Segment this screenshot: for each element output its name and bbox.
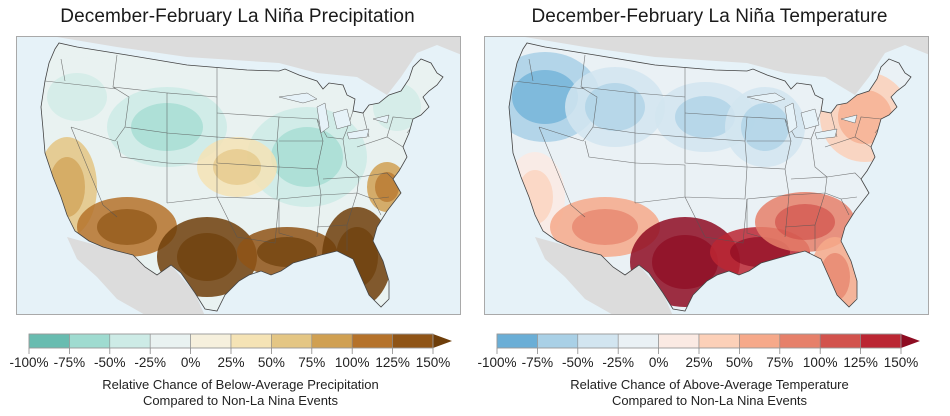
precipitation-region-core <box>257 237 317 267</box>
precipitation-region-core <box>336 227 378 287</box>
temperature-region-core <box>775 204 835 240</box>
temperature-state-borders <box>512 54 686 218</box>
temperature-colorbar-bin <box>860 333 902 349</box>
precipitation-state-borders <box>166 112 280 244</box>
precipitation-colorbar-bin <box>28 333 70 349</box>
temperature-state-borders <box>634 112 748 244</box>
temperature-region-core <box>652 235 718 289</box>
precipitation-colorbar-bin <box>190 333 232 349</box>
temperature-region-core <box>512 70 578 124</box>
precipitation-region-core <box>213 149 261 185</box>
temperature-map <box>484 36 929 315</box>
precipitation-colorbar-tick-label: -75% <box>53 355 86 370</box>
precipitation-colorbar-bin <box>149 333 191 349</box>
temperature-colorbar-tick-label: 0% <box>648 355 669 370</box>
precipitation-state-borders <box>44 54 218 218</box>
precipitation-region-core <box>97 209 157 245</box>
precipitation-map <box>16 36 461 315</box>
temperature-colorbar-extend-arrow <box>901 334 920 348</box>
precipitation-region-core <box>47 73 107 121</box>
precipitation-great-lakes <box>278 92 390 140</box>
precipitation-canada-land <box>17 37 460 95</box>
precipitation-colorbar-bin <box>230 333 272 349</box>
precipitation-panel: December-February La Niña Precipitation … <box>9 6 461 408</box>
temperature-colorbar-tick-label: -50% <box>562 355 594 370</box>
temperature-colorbar <box>496 333 927 362</box>
temperature-choropleth <box>509 43 911 311</box>
precipitation-colorbar-bin <box>109 333 151 349</box>
precipitation-colorbar-tick-label: 0% <box>180 355 201 370</box>
precipitation-region-core <box>271 127 343 187</box>
temperature-colorbar-bin <box>739 333 781 349</box>
precipitation-colorbar-tick-label: 125% <box>375 355 410 370</box>
temperature-region-core <box>675 96 735 138</box>
precipitation-us-outline <box>40 42 444 312</box>
precipitation-colorbar-svg <box>28 333 452 354</box>
precipitation-colorbar-bin <box>351 333 393 349</box>
temperature-colorbar-bin <box>577 333 619 349</box>
precipitation-colorbar-tick-label: 75% <box>298 355 326 370</box>
precipitation-colorbar-label-1: Relative Chance of Below-Average Precipi… <box>102 377 379 392</box>
precipitation-map-svg <box>17 37 460 314</box>
temperature-colorbar-bin <box>617 333 659 349</box>
temperature-panel: December-February La Niña Temperature -1… <box>475 0 950 416</box>
precipitation-mexico-land <box>67 237 205 314</box>
precipitation-colorbar-bin <box>311 333 353 349</box>
precipitation-map-title: December-February La Niña Precipitation <box>60 6 415 27</box>
temperature-colorbar-tick-label: 50% <box>725 355 753 370</box>
precipitation-colorbar <box>28 333 459 362</box>
temperature-colorbar-tick-label: 100% <box>802 355 838 370</box>
temperature-mexico-land <box>535 237 673 314</box>
precipitation-colorbar-bin <box>271 333 313 349</box>
precipitation-colorbar-tick-label: -100% <box>9 355 49 370</box>
temperature-colorbar-bin <box>819 333 861 349</box>
precipitation-colorbar-tick-label: 25% <box>217 355 245 370</box>
temperature-colorbar-label-1: Relative Chance of Above-Average Tempera… <box>570 377 849 392</box>
precipitation-colorbar-tick-label: 150% <box>415 355 451 370</box>
precipitation-colorbar-extend-arrow <box>433 334 452 348</box>
temperature-us-outline <box>508 42 912 312</box>
precipitation-colorbar-tick-label: 100% <box>334 355 370 370</box>
temperature-region-core <box>741 103 789 151</box>
temperature-region-core <box>838 90 892 144</box>
temperature-colorbar-tick-label: -75% <box>521 355 554 370</box>
temperature-colorbar-tick-label: 25% <box>685 355 713 370</box>
temperature-colorbar-bin <box>496 333 538 349</box>
temperature-region-core <box>517 170 553 224</box>
temperature-map-svg <box>485 37 928 314</box>
temperature-region-core <box>820 253 850 301</box>
precipitation-colorbar-label-2: Compared to Non-La Nina Events <box>142 393 339 408</box>
temperature-colorbar-bin <box>698 333 740 349</box>
precipitation-colorbar-tick-label: -50% <box>94 355 126 370</box>
precipitation-state-borders <box>278 112 422 251</box>
precipitation-colorbar-bin <box>69 333 111 349</box>
temperature-colorbar-tick-label: -25% <box>602 355 634 370</box>
temperature-canada-land <box>485 37 928 95</box>
temperature-colorbar-tick-label: -100% <box>477 355 517 370</box>
temperature-colorbar-tick-label: 75% <box>766 355 794 370</box>
temperature-state-borders <box>746 112 890 251</box>
temperature-region-core <box>572 209 638 245</box>
temperature-colorbar-tick-label: 150% <box>883 355 919 370</box>
precipitation-region-core <box>49 157 85 217</box>
precipitation-colorbar-tick-label: -25% <box>134 355 166 370</box>
precipitation-region-core <box>177 233 237 281</box>
temperature-colorbar-bin <box>537 333 579 349</box>
temperature-colorbar-label-2: Compared to Non-La Nina Events <box>611 393 808 408</box>
temperature-great-lakes <box>746 92 858 140</box>
temperature-colorbar-tick-label: 125% <box>843 355 878 370</box>
temperature-colorbar-svg <box>496 333 920 354</box>
precipitation-colorbar-tick-label: 50% <box>257 355 285 370</box>
temperature-colorbar-bin <box>779 333 821 349</box>
temperature-map-title: December-February La Niña Temperature <box>531 6 888 27</box>
temperature-region-core <box>585 83 645 131</box>
temperature-colorbar-bin <box>658 333 700 349</box>
precipitation-colorbar-bin <box>392 333 434 349</box>
